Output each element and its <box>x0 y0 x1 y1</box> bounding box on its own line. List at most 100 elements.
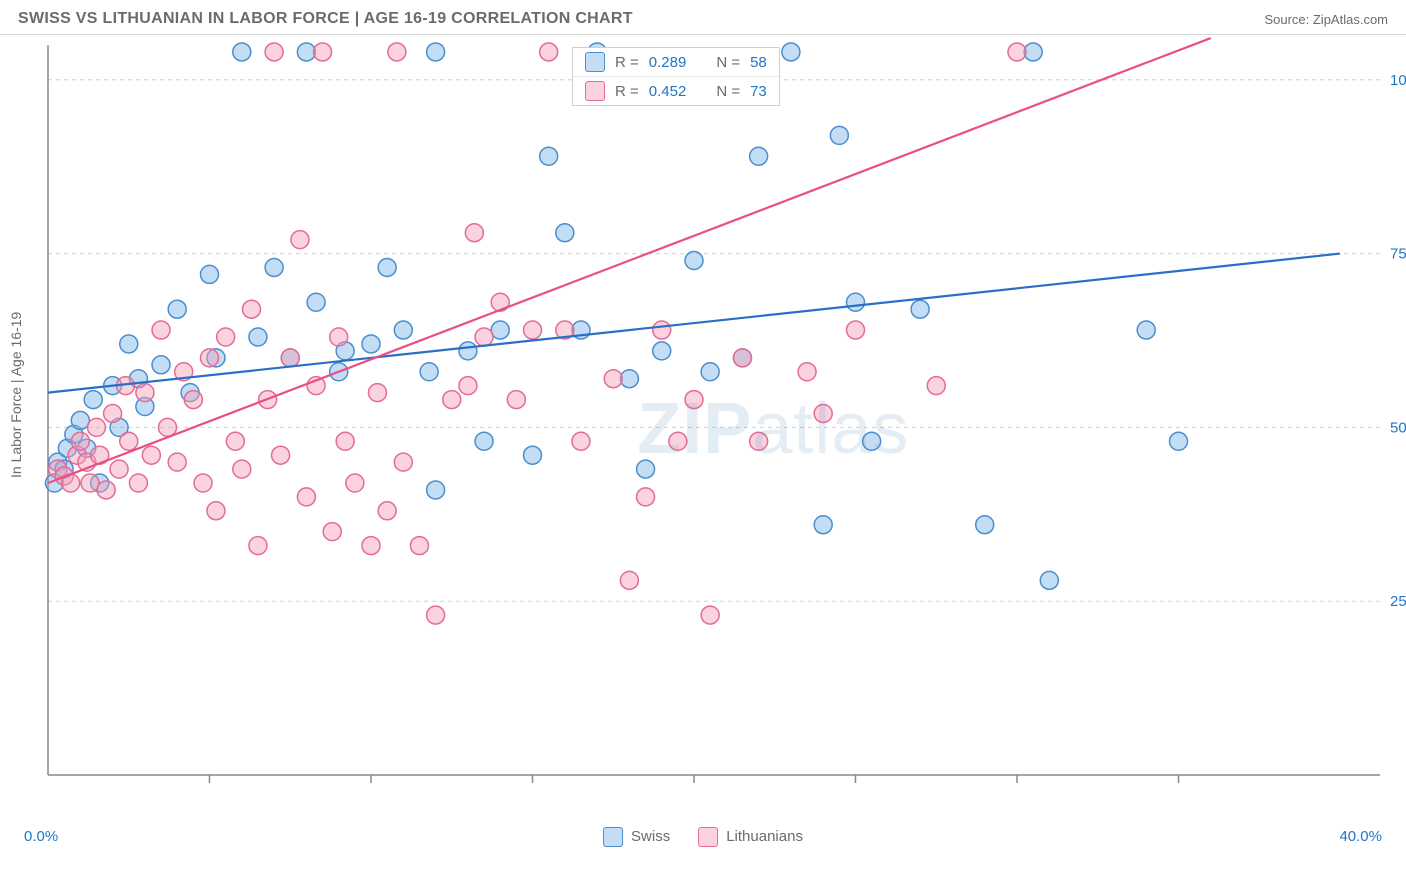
stat-n-value: 73 <box>750 83 767 100</box>
chart-header: SWISS VS LITHUANIAN IN LABOR FORCE | AGE… <box>0 0 1406 35</box>
data-point <box>814 516 832 534</box>
data-point <box>71 432 89 450</box>
data-point <box>427 43 445 61</box>
stat-r-value: 0.452 <box>649 83 687 100</box>
data-point <box>443 391 461 409</box>
data-point <box>475 328 493 346</box>
data-point <box>272 446 290 464</box>
data-point <box>524 446 542 464</box>
data-point <box>129 474 147 492</box>
data-point <box>491 321 509 339</box>
chart-title: SWISS VS LITHUANIAN IN LABOR FORCE | AGE… <box>18 10 633 28</box>
data-point <box>540 147 558 165</box>
data-point <box>233 43 251 61</box>
data-point <box>314 43 332 61</box>
data-point <box>459 377 477 395</box>
stat-label: N = <box>716 83 740 100</box>
chart-source: Source: ZipAtlas.com <box>1264 12 1388 27</box>
data-point <box>362 335 380 353</box>
data-point <box>620 370 638 388</box>
stats-row: R = 0.452 N = 73 <box>573 77 779 105</box>
data-point <box>524 321 542 339</box>
data-point <box>572 432 590 450</box>
data-point <box>249 328 267 346</box>
data-point <box>249 537 267 555</box>
data-point <box>368 384 386 402</box>
legend-item: Swiss <box>603 827 670 847</box>
data-point <box>81 474 99 492</box>
data-point <box>427 481 445 499</box>
data-point <box>465 224 483 242</box>
chart-area: In Labor Force | Age 16-19 25.0%50.0%75.… <box>0 35 1406 855</box>
data-point <box>136 384 154 402</box>
data-point <box>1170 432 1188 450</box>
y-tick-label: 100.0% <box>1390 72 1406 89</box>
data-point <box>394 321 412 339</box>
stat-r-value: 0.289 <box>649 54 687 71</box>
data-point <box>297 43 315 61</box>
data-point <box>410 537 428 555</box>
correlation-stats-box: R = 0.289 N = 58 R = 0.452 N = 73 <box>572 47 780 106</box>
data-point <box>863 432 881 450</box>
data-point <box>847 293 865 311</box>
data-point <box>84 391 102 409</box>
y-tick-label: 25.0% <box>1390 593 1406 610</box>
data-point <box>201 265 219 283</box>
data-point <box>637 460 655 478</box>
legend-swatch <box>603 827 623 847</box>
data-point <box>637 488 655 506</box>
data-point <box>1008 43 1026 61</box>
data-point <box>378 502 396 520</box>
data-point <box>507 391 525 409</box>
data-point <box>701 363 719 381</box>
data-point <box>97 481 115 499</box>
data-point <box>701 606 719 624</box>
data-point <box>830 126 848 144</box>
y-tick-label: 50.0% <box>1390 419 1406 436</box>
data-point <box>71 411 89 429</box>
series-swatch <box>585 52 605 72</box>
data-point <box>281 349 299 367</box>
x-axis-min-label: 0.0% <box>24 828 58 845</box>
data-point <box>233 460 251 478</box>
data-point <box>291 231 309 249</box>
data-point <box>184 391 202 409</box>
data-point <box>733 349 751 367</box>
legend-swatch <box>698 827 718 847</box>
data-point <box>362 537 380 555</box>
bottom-legend-bar: 0.0% Swiss Lithuanians 40.0% <box>0 822 1406 855</box>
data-point <box>388 43 406 61</box>
legend-label: Swiss <box>631 828 670 845</box>
data-point <box>307 293 325 311</box>
data-point <box>685 252 703 270</box>
data-point <box>142 446 160 464</box>
data-point <box>653 342 671 360</box>
data-point <box>120 432 138 450</box>
data-point <box>1137 321 1155 339</box>
data-point <box>168 453 186 471</box>
data-point <box>378 258 396 276</box>
data-point <box>265 43 283 61</box>
data-point <box>120 335 138 353</box>
data-point <box>394 453 412 471</box>
data-point <box>104 404 122 422</box>
data-point <box>750 432 768 450</box>
data-point <box>798 363 816 381</box>
data-point <box>556 224 574 242</box>
data-point <box>1040 571 1058 589</box>
data-point <box>685 391 703 409</box>
data-point <box>297 488 315 506</box>
data-point <box>604 370 622 388</box>
data-point <box>152 356 170 374</box>
data-point <box>669 432 687 450</box>
data-point <box>336 432 354 450</box>
data-point <box>459 342 477 360</box>
legend-item: Lithuanians <box>698 827 803 847</box>
data-point <box>168 300 186 318</box>
data-point <box>217 328 235 346</box>
data-point <box>242 300 260 318</box>
data-point <box>110 460 128 478</box>
data-point <box>911 300 929 318</box>
stat-label: R = <box>615 54 639 71</box>
y-axis-label: In Labor Force | Age 16-19 <box>8 312 24 478</box>
